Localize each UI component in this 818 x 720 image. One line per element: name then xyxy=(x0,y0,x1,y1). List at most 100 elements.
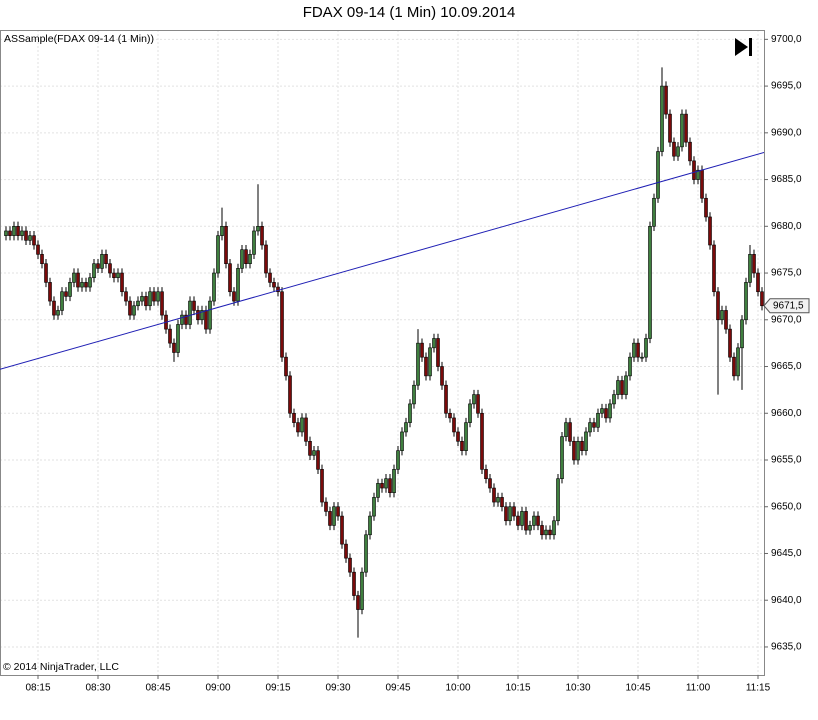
candle-body xyxy=(660,85,664,152)
candle-body xyxy=(276,286,280,293)
candle-body xyxy=(592,422,596,428)
candle-body xyxy=(396,450,400,470)
candle-body xyxy=(68,282,72,297)
x-tick-label: 11:15 xyxy=(746,683,771,694)
candle-body xyxy=(4,230,8,236)
y-tick-label: 9655,0 xyxy=(771,455,802,466)
candle-body xyxy=(404,422,408,433)
candle-body xyxy=(716,291,720,321)
candle-body xyxy=(172,342,176,353)
candle-body xyxy=(572,441,576,461)
candle-body xyxy=(192,300,196,311)
candle-body xyxy=(756,272,760,293)
candle-body xyxy=(744,282,748,321)
trend-line xyxy=(0,151,765,370)
candle-body xyxy=(408,403,412,423)
candle-body xyxy=(328,511,332,526)
candle-body xyxy=(320,469,324,503)
candle-body xyxy=(428,347,432,377)
candle-body xyxy=(520,511,524,526)
candle-body xyxy=(544,529,548,536)
candle-body xyxy=(252,230,256,255)
candle-body xyxy=(712,244,716,293)
y-tick-label: 9640,0 xyxy=(771,595,802,606)
candle-body xyxy=(108,263,112,274)
candle-body xyxy=(532,515,536,526)
candle-body xyxy=(508,506,512,522)
x-tick-label: 08:15 xyxy=(25,683,50,694)
copyright: © 2014 NinjaTrader, LLC xyxy=(3,661,119,673)
candle-body xyxy=(352,571,356,596)
candle-body xyxy=(256,226,260,232)
candle-body xyxy=(684,113,688,143)
candle-body xyxy=(376,483,380,498)
candle-body xyxy=(248,254,252,264)
candle-body xyxy=(540,525,544,536)
candle-body xyxy=(148,291,152,307)
candle-body xyxy=(424,356,428,377)
candle-body xyxy=(740,319,744,349)
y-tick-label: 9665,0 xyxy=(771,361,802,372)
candle-body xyxy=(272,282,276,288)
candle-body xyxy=(436,338,440,367)
candle-body xyxy=(460,441,464,451)
candle-body xyxy=(648,226,652,339)
candle-body xyxy=(244,249,248,264)
candle-body xyxy=(184,314,188,325)
candle-body xyxy=(176,324,180,353)
candle-body xyxy=(204,310,208,330)
candle-body xyxy=(636,342,640,358)
candle-body xyxy=(624,375,628,395)
candle-body xyxy=(560,436,564,479)
candle-body xyxy=(300,417,304,433)
candle-body xyxy=(604,408,608,419)
play-icon[interactable] xyxy=(735,38,752,56)
y-tick-label: 9645,0 xyxy=(771,548,802,559)
candle-body xyxy=(412,384,416,405)
candle-body xyxy=(564,422,568,437)
candle-body xyxy=(40,254,44,264)
x-tick-label: 08:30 xyxy=(85,683,110,694)
candle-body xyxy=(8,230,12,236)
x-tick-label: 09:45 xyxy=(385,683,410,694)
y-tick-label: 9635,0 xyxy=(771,642,802,653)
candle-body xyxy=(120,272,124,293)
candle-body xyxy=(640,356,644,359)
candle-body xyxy=(448,412,452,419)
candle-body xyxy=(180,314,184,325)
candle-body xyxy=(308,441,312,456)
candle-body xyxy=(76,272,80,288)
candle-body xyxy=(208,300,212,330)
candle-body xyxy=(304,417,308,442)
candle-body xyxy=(468,403,472,423)
candle-body xyxy=(292,412,296,423)
candle-body xyxy=(100,254,104,269)
candle-body xyxy=(32,235,36,246)
candle-body xyxy=(288,375,292,414)
candle-body xyxy=(512,506,516,517)
candle-body xyxy=(652,197,656,227)
candle-body xyxy=(360,571,364,610)
candle-body xyxy=(36,244,40,255)
chart-title: FDAX 09-14 (1 Min) 10.09.2014 xyxy=(303,4,516,21)
candle-body xyxy=(312,450,316,456)
candle-body xyxy=(500,497,504,508)
candle-body xyxy=(268,272,272,283)
candle-body xyxy=(344,543,348,559)
candle-body xyxy=(524,511,528,531)
candle-body xyxy=(316,450,320,470)
x-tick-label: 10:15 xyxy=(505,683,530,694)
candle-body xyxy=(340,515,344,545)
candle-body xyxy=(96,263,100,269)
candle-body xyxy=(336,506,340,517)
candle-body xyxy=(84,282,88,288)
candle-body xyxy=(628,356,632,377)
candle-body xyxy=(384,478,388,489)
candle-body xyxy=(80,282,84,288)
candle-body xyxy=(144,296,148,307)
candle-body xyxy=(48,282,52,302)
candle-body xyxy=(280,291,284,358)
candle-body xyxy=(72,272,76,283)
candle-body xyxy=(368,515,372,536)
